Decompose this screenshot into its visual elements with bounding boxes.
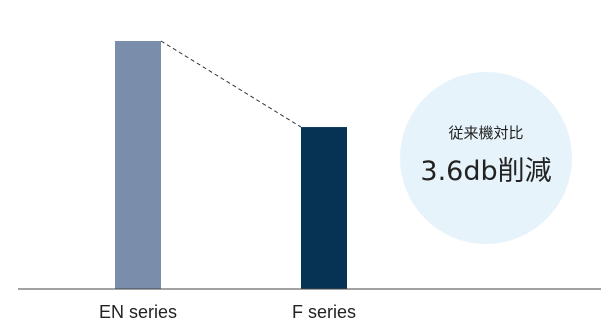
reduction-badge-value: 3.6db削減 <box>420 156 551 187</box>
x-tick-label-f-series: F series <box>292 302 356 322</box>
reduction-badge-caption: 従来機対比 <box>448 124 523 142</box>
bar-en-series <box>115 41 161 289</box>
bar-top-connector-line <box>160 40 302 128</box>
bar-f-series <box>301 127 347 289</box>
reduction-badge-circle <box>400 72 572 244</box>
x-tick-label-en-series: EN series <box>99 302 177 322</box>
